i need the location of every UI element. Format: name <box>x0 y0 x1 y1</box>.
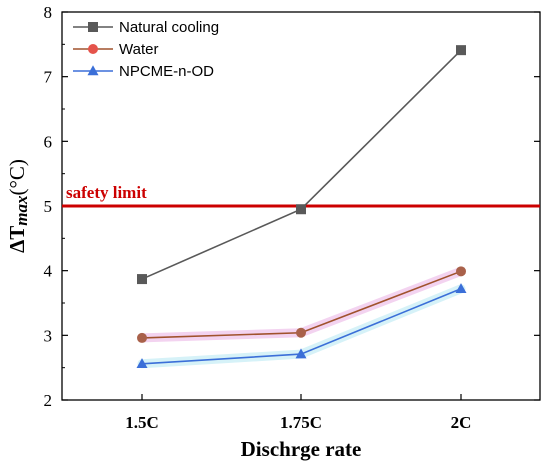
data-point <box>456 266 466 277</box>
data-point <box>455 283 467 294</box>
y-tick-label: 2 <box>44 391 53 410</box>
series-1 <box>137 266 466 343</box>
y-tick-label: 8 <box>44 3 53 22</box>
data-point <box>296 204 306 215</box>
reference-layer: safety limit <box>62 183 540 208</box>
data-point <box>137 332 147 343</box>
legend-marker <box>87 65 99 76</box>
y-axis-title-main: ΔT <box>5 226 29 253</box>
y-tick-label: 6 <box>44 132 53 151</box>
legend-marker <box>88 22 98 32</box>
y-tick-label: 4 <box>44 262 53 281</box>
legend: Natural cooling Water NPCME-n-OD <box>73 19 219 80</box>
legend-label: Natural cooling <box>119 19 219 36</box>
y-axis-title: ΔTmax(°C) <box>5 159 31 253</box>
series-line <box>141 49 462 280</box>
data-point <box>137 274 147 285</box>
data-point <box>295 348 307 359</box>
legend-label: Water <box>119 41 158 58</box>
axes: 2 3 4 5 6 7 8 1.5C 1.75C 2C <box>44 3 541 432</box>
series-layer <box>136 45 467 369</box>
y-axis-title-unit: (°C) <box>5 159 29 195</box>
series-2 <box>136 283 467 369</box>
legend-label: NPCME-n-OD <box>119 63 214 80</box>
y-tick-label: 3 <box>44 326 53 345</box>
x-tick-label: 2C <box>451 413 472 432</box>
safety-limit-label: safety limit <box>66 183 147 202</box>
data-point <box>296 327 306 338</box>
y-axis-title-sub: max <box>12 195 31 226</box>
series-0 <box>137 45 466 285</box>
data-point <box>136 358 148 369</box>
x-tick-label: 1.75C <box>280 413 322 432</box>
data-point <box>456 45 466 56</box>
x-tick-label: 1.5C <box>125 413 159 432</box>
y-tick-label: 5 <box>44 197 53 216</box>
y-tick-label: 7 <box>44 68 53 87</box>
legend-marker <box>88 44 98 54</box>
x-axis-title: Dischrge rate <box>241 437 362 461</box>
